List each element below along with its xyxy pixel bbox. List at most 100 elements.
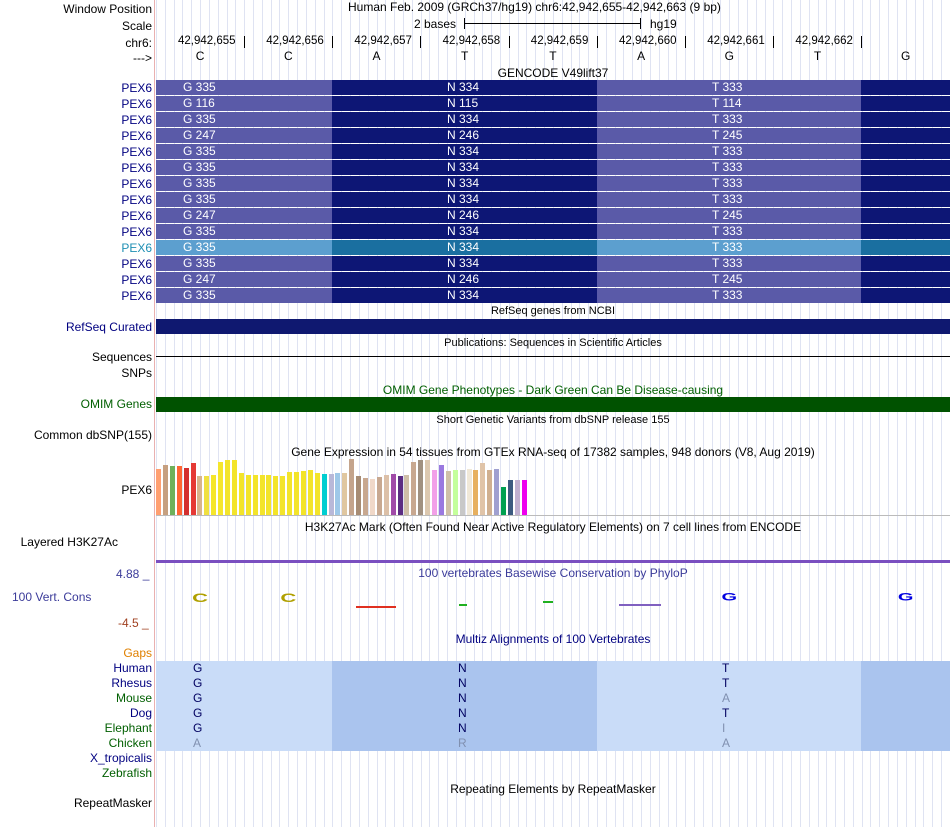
- exon-segment[interactable]: [332, 288, 597, 303]
- gtex-bar[interactable]: [459, 470, 465, 515]
- gene-label[interactable]: PEX6: [121, 81, 152, 95]
- h3k27ac-signal[interactable]: [156, 560, 950, 563]
- gtex-bar[interactable]: [335, 473, 341, 515]
- exon-segment[interactable]: [156, 288, 332, 303]
- exon-segment[interactable]: [597, 208, 861, 223]
- gene-row[interactable]: G 335 N 334 T 333: [156, 176, 950, 191]
- gtex-bar[interactable]: [369, 478, 375, 515]
- exon-segment[interactable]: [597, 288, 861, 303]
- exon-segment[interactable]: [597, 272, 861, 287]
- species-label[interactable]: Zebrafish: [101, 766, 152, 780]
- gtex-bar[interactable]: [376, 476, 382, 515]
- gene-row[interactable]: G 116 N 115 T 114: [156, 96, 950, 111]
- species-label[interactable]: Dog: [129, 706, 152, 720]
- exon-segment[interactable]: [597, 144, 861, 159]
- exon-segment[interactable]: [861, 96, 950, 111]
- gtex-bar[interactable]: [259, 474, 265, 515]
- exon-segment[interactable]: [861, 208, 950, 223]
- species-label[interactable]: Mouse: [115, 691, 152, 705]
- exon-segment[interactable]: [156, 112, 332, 127]
- gtex-bar[interactable]: [162, 464, 168, 515]
- gtex-bar[interactable]: [445, 471, 451, 515]
- gene-row[interactable]: G 335 N 334 T 333: [156, 224, 950, 239]
- exon-segment[interactable]: [332, 144, 597, 159]
- exon-segment[interactable]: [597, 256, 861, 271]
- gene-label[interactable]: PEX6: [121, 225, 152, 239]
- gtex-bar[interactable]: [349, 459, 355, 515]
- gtex-bar[interactable]: [156, 469, 161, 515]
- gene-row[interactable]: G 335 N 334 T 333: [156, 256, 950, 271]
- h3k27ac-title[interactable]: H3K27Ac Mark (Often Found Near Active Re…: [304, 520, 802, 534]
- gtex-title[interactable]: Gene Expression in 54 tissues from GTEx …: [291, 445, 815, 459]
- gtex-bar[interactable]: [514, 480, 520, 515]
- sequences-label[interactable]: Sequences: [91, 350, 152, 364]
- gene-row[interactable]: G 335 N 334 T 333: [156, 192, 950, 207]
- omim-feature[interactable]: [156, 397, 950, 412]
- exon-segment[interactable]: [156, 272, 332, 287]
- exon-segment[interactable]: [156, 128, 332, 143]
- refseq-label[interactable]: RefSeq Curated: [65, 320, 152, 334]
- gtex-bar[interactable]: [507, 480, 513, 515]
- exon-segment[interactable]: [861, 160, 950, 175]
- refseq-title[interactable]: RefSeq genes from NCBI: [490, 305, 616, 317]
- gtex-bar[interactable]: [466, 469, 472, 515]
- dbsnp-label[interactable]: Common dbSNP(155): [33, 428, 152, 442]
- exon-segment[interactable]: [332, 256, 597, 271]
- h3k27ac-label[interactable]: Layered H3K27Ac: [20, 535, 118, 549]
- exon-segment[interactable]: [332, 128, 597, 143]
- gtex-bar[interactable]: [204, 475, 210, 515]
- exon-segment[interactable]: [597, 112, 861, 127]
- gtex-expression-chart[interactable]: [156, 459, 556, 515]
- exon-segment[interactable]: [861, 192, 950, 207]
- gene-row[interactable]: G 335 N 334 T 333: [156, 144, 950, 159]
- gtex-bar[interactable]: [438, 464, 444, 515]
- gtex-bar[interactable]: [211, 474, 217, 515]
- gtex-bar[interactable]: [397, 475, 403, 515]
- gtex-bar[interactable]: [307, 470, 313, 515]
- gtex-bar[interactable]: [183, 467, 189, 515]
- exon-segment[interactable]: [156, 240, 332, 255]
- species-label[interactable]: Elephant: [104, 721, 152, 735]
- exon-segment[interactable]: [597, 96, 861, 111]
- exon-segment[interactable]: [861, 224, 950, 239]
- exon-segment[interactable]: [332, 176, 597, 191]
- gene-row[interactable]: G 335 N 334 T 333: [156, 240, 950, 255]
- exon-segment[interactable]: [597, 192, 861, 207]
- exon-segment[interactable]: [597, 224, 861, 239]
- gtex-bar[interactable]: [176, 466, 182, 515]
- gene-label[interactable]: PEX6: [121, 273, 152, 287]
- gencode-title[interactable]: GENCODE V49lift37: [497, 66, 609, 80]
- gtex-bar[interactable]: [418, 460, 424, 515]
- gtex-bar[interactable]: [383, 474, 389, 515]
- species-label[interactable]: Rhesus: [111, 676, 152, 690]
- species-label[interactable]: X_tropicalis: [89, 751, 152, 765]
- gtex-bar[interactable]: [425, 460, 431, 515]
- gtex-bar[interactable]: [300, 471, 306, 515]
- publications-title[interactable]: Publications: Sequences in Scientific Ar…: [444, 337, 662, 349]
- gene-row[interactable]: G 247 N 246 T 245: [156, 128, 950, 143]
- exon-segment[interactable]: [332, 240, 597, 255]
- gtex-bar[interactable]: [501, 487, 506, 515]
- gene-label[interactable]: PEX6: [121, 209, 152, 223]
- exon-segment[interactable]: [597, 80, 861, 95]
- gtex-bar[interactable]: [231, 460, 237, 515]
- window-position-value[interactable]: Human Feb. 2009 (GRCh37/hg19) chr6:42,94…: [348, 0, 721, 14]
- exon-segment[interactable]: [156, 208, 332, 223]
- gtex-bar[interactable]: [494, 469, 500, 515]
- exon-segment[interactable]: [332, 192, 597, 207]
- exon-segment[interactable]: [861, 288, 950, 303]
- exon-segment[interactable]: [861, 176, 950, 191]
- exon-segment[interactable]: [332, 224, 597, 239]
- gtex-bar[interactable]: [245, 474, 251, 515]
- gene-row[interactable]: G 247 N 246 T 245: [156, 208, 950, 223]
- gtex-bar[interactable]: [238, 473, 244, 515]
- gtex-bar[interactable]: [432, 470, 437, 515]
- exon-segment[interactable]: [156, 96, 332, 111]
- gtex-bar[interactable]: [473, 470, 479, 515]
- gene-row[interactable]: G 335 N 334 T 333: [156, 112, 950, 127]
- omim-label[interactable]: OMIM Genes: [80, 397, 152, 411]
